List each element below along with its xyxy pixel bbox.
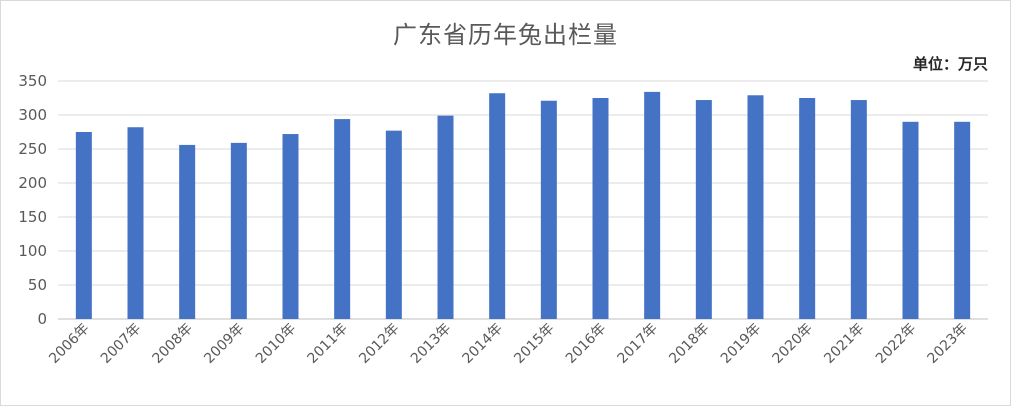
x-tick-label: 2011年 bbox=[305, 321, 351, 367]
x-tick-label: 2023年 bbox=[925, 321, 971, 367]
bar bbox=[540, 100, 557, 319]
y-tick-label: 250 bbox=[18, 140, 47, 158]
bar bbox=[799, 98, 816, 319]
x-tick-label: 2012年 bbox=[356, 321, 402, 367]
x-tick-label: 2014年 bbox=[460, 321, 506, 367]
bar bbox=[385, 130, 402, 319]
x-tick-label: 2022年 bbox=[873, 321, 919, 367]
bar bbox=[644, 91, 661, 319]
bar bbox=[592, 98, 609, 319]
x-tick-label: 2021年 bbox=[821, 321, 867, 367]
unit-label: 单位：万只 bbox=[912, 55, 988, 73]
chart-title: 广东省历年兔出栏量 bbox=[393, 21, 618, 49]
bar bbox=[127, 127, 144, 320]
bar bbox=[282, 134, 299, 319]
x-tick-label: 2007年 bbox=[98, 321, 144, 367]
y-tick-label: 300 bbox=[18, 106, 47, 124]
x-tick-label: 2019年 bbox=[718, 321, 764, 367]
y-tick-label: 0 bbox=[37, 310, 47, 328]
x-tick-label: 2017年 bbox=[615, 321, 661, 367]
bar bbox=[850, 100, 867, 319]
bar bbox=[902, 121, 919, 319]
bar bbox=[334, 119, 351, 319]
y-tick-label: 50 bbox=[28, 276, 47, 294]
x-tick-label: 2013年 bbox=[408, 321, 454, 367]
x-tick-label: 2006年 bbox=[46, 321, 92, 367]
x-tick-label: 2010年 bbox=[253, 321, 299, 367]
bar bbox=[437, 115, 454, 320]
x-tick-label: 2020年 bbox=[770, 321, 816, 367]
x-tick-label: 2009年 bbox=[201, 321, 247, 367]
bar bbox=[230, 142, 247, 319]
x-tick-label: 2016年 bbox=[563, 321, 609, 367]
bar bbox=[695, 100, 712, 319]
y-tick-label: 200 bbox=[18, 174, 47, 192]
bar bbox=[747, 95, 764, 319]
bar bbox=[179, 144, 196, 319]
y-tick-label: 100 bbox=[18, 242, 47, 260]
bar bbox=[75, 132, 92, 319]
x-tick-label: 2018年 bbox=[666, 321, 712, 367]
y-tick-label: 150 bbox=[18, 208, 47, 226]
x-tick-label: 2015年 bbox=[511, 321, 557, 367]
y-tick-label: 350 bbox=[18, 72, 47, 90]
bar bbox=[489, 93, 506, 320]
x-tick-label: 2008年 bbox=[150, 321, 196, 367]
bar bbox=[954, 121, 971, 319]
